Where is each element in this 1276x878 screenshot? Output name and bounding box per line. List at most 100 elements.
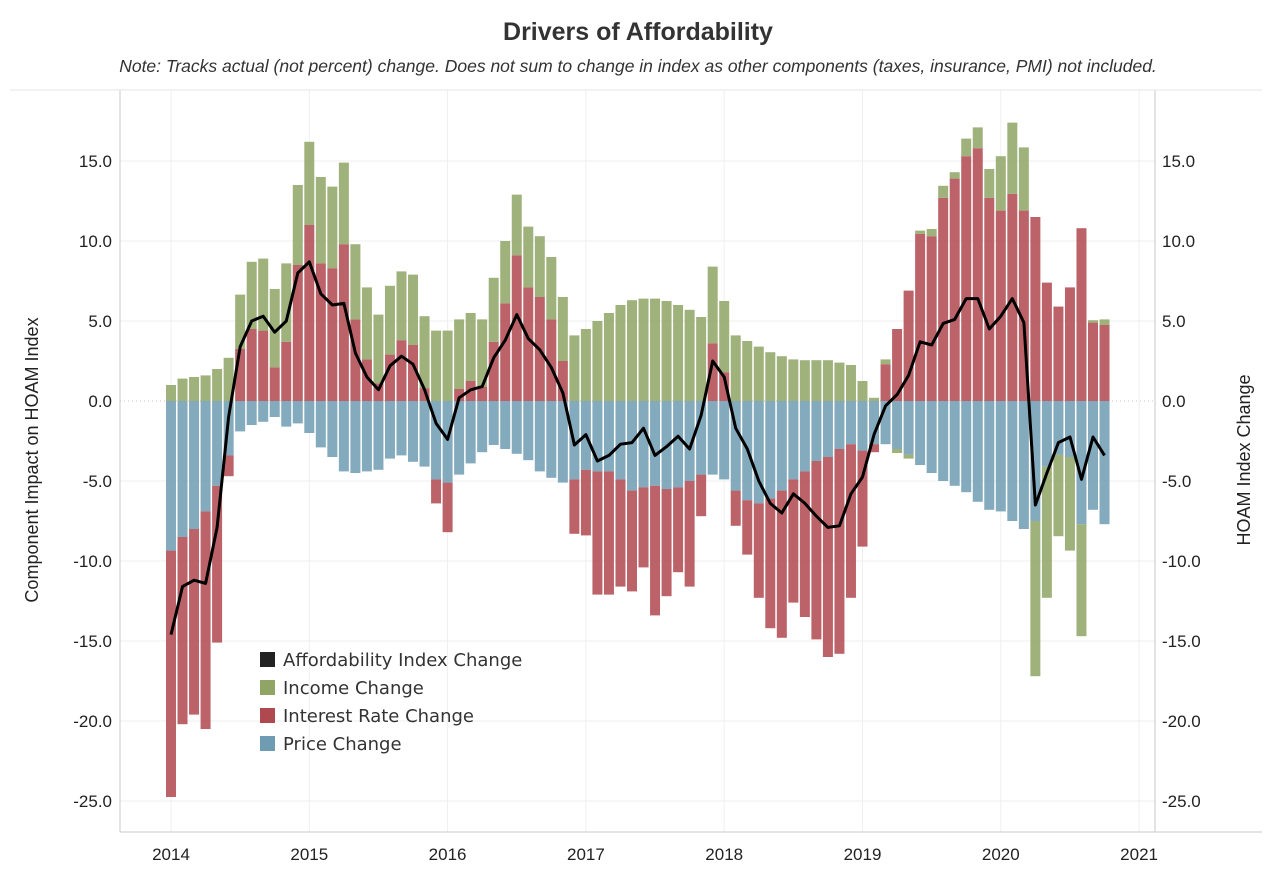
income-change-bar — [269, 289, 280, 368]
interest-rate-change-bar — [776, 490, 787, 638]
interest-rate-change-bar — [1030, 217, 1041, 401]
price-change-bar — [799, 401, 810, 472]
price-change-bar — [892, 401, 903, 449]
interest-rate-change-bar — [938, 197, 949, 401]
income-change-bar — [707, 266, 718, 344]
interest-rate-change-bar — [592, 471, 603, 595]
price-change-bar — [1018, 401, 1029, 529]
interest-rate-change-bar — [511, 255, 522, 401]
income-change-bar — [765, 352, 776, 401]
interest-rate-change-bar — [246, 329, 257, 401]
income-change-bar — [419, 316, 430, 389]
price-change-bar — [615, 401, 626, 480]
income-change-bar — [454, 319, 465, 389]
income-change-bar — [292, 185, 303, 265]
interest-rate-change-bar — [442, 482, 453, 533]
interest-rate-change-bar — [223, 455, 234, 477]
price-change-bar — [1007, 401, 1018, 521]
price-change-bar — [511, 401, 522, 454]
price-change-bar — [384, 401, 395, 459]
income-change-bar — [857, 381, 868, 401]
price-change-bar — [396, 401, 407, 456]
income-change-bar — [477, 319, 488, 387]
price-change-bar — [592, 401, 603, 472]
price-change-bar — [246, 401, 257, 425]
price-change-bar — [1088, 401, 1098, 510]
price-change-bar — [534, 401, 545, 472]
income-change-bar — [684, 309, 695, 401]
income-change-bar — [961, 138, 972, 157]
interest-rate-change-bar — [730, 490, 741, 526]
y-tick-label-left: -10.0 — [73, 552, 112, 571]
interest-rate-change-bar — [350, 319, 361, 401]
interest-rate-change-bar — [811, 461, 822, 640]
interest-rate-change-bar — [269, 367, 280, 401]
x-tick-label: 2014 — [152, 845, 190, 864]
legend: Affordability Index Change Income Change I… — [260, 650, 522, 755]
income-change-bar — [212, 369, 223, 401]
income-change-bar — [972, 127, 983, 149]
price-change-bar — [361, 401, 372, 472]
interest-rate-change-bar — [315, 263, 326, 401]
price-change-bar — [557, 401, 568, 483]
income-change-bar — [869, 397, 880, 401]
interest-rate-change-bar — [327, 268, 338, 401]
income-change-bar — [592, 321, 603, 401]
price-change-bar — [696, 401, 707, 475]
income-change-bar — [350, 244, 361, 320]
price-change-bar — [546, 401, 557, 478]
interest-rate-change-bar — [408, 345, 419, 401]
income-change-bar — [753, 346, 764, 401]
price-change-bar — [1030, 401, 1041, 521]
income-change-bar — [534, 236, 545, 297]
interest-rate-change-bar — [1053, 306, 1064, 401]
income-change-bar — [1030, 521, 1041, 677]
income-change-bar — [258, 258, 269, 331]
price-change-bar — [373, 401, 384, 470]
income-change-bar — [938, 185, 949, 198]
y-tick-label-left: 0.0 — [88, 392, 112, 411]
interest-rate-change-bar — [431, 479, 442, 504]
income-change-bar — [1041, 466, 1052, 598]
price-change-bar — [753, 401, 764, 504]
price-change-bar — [212, 401, 223, 486]
interest-rate-change-bar — [857, 450, 868, 547]
price-change-bar — [477, 401, 488, 453]
interest-rate-change-bar — [488, 341, 499, 401]
legend-label-interest-rate: Interest Rate Change — [283, 706, 474, 727]
price-change-bar — [673, 401, 684, 488]
interest-rate-change-bar — [1099, 325, 1110, 401]
price-change-bar — [650, 401, 661, 486]
price-change-bar — [765, 401, 776, 499]
interest-rate-change-bar — [603, 471, 614, 595]
y-tick-label-right: 0.0 — [1162, 392, 1186, 411]
interest-rate-change-bar — [822, 457, 833, 657]
income-change-bar — [304, 141, 315, 225]
price-change-bar — [488, 401, 499, 445]
price-change-bar — [684, 401, 695, 481]
price-change-bar — [465, 401, 476, 464]
price-change-bar — [350, 401, 361, 473]
interest-rate-change-bar — [615, 479, 626, 587]
legend-swatch-income — [260, 680, 275, 695]
income-change-bar — [834, 362, 845, 401]
legend-swatch-affordability-index — [260, 652, 275, 667]
interest-rate-change-bar — [765, 498, 776, 629]
interest-rate-change-bar — [788, 479, 799, 603]
interest-rate-change-bar — [557, 361, 568, 401]
y-tick-label-left: 5.0 — [88, 312, 112, 331]
price-change-bar — [949, 401, 960, 486]
price-change-bar — [845, 401, 856, 445]
income-change-bar — [177, 378, 188, 401]
price-change-bar — [776, 401, 787, 491]
income-change-bar — [373, 314, 384, 384]
x-tick-label: 2021 — [1120, 845, 1158, 864]
price-change-bar — [869, 401, 880, 445]
income-change-bar — [1088, 320, 1098, 323]
interest-rate-change-bar — [707, 343, 718, 401]
income-change-bar — [223, 357, 234, 401]
price-change-bar — [454, 401, 465, 475]
income-change-bar — [776, 356, 787, 401]
interest-rate-change-bar — [569, 479, 580, 534]
